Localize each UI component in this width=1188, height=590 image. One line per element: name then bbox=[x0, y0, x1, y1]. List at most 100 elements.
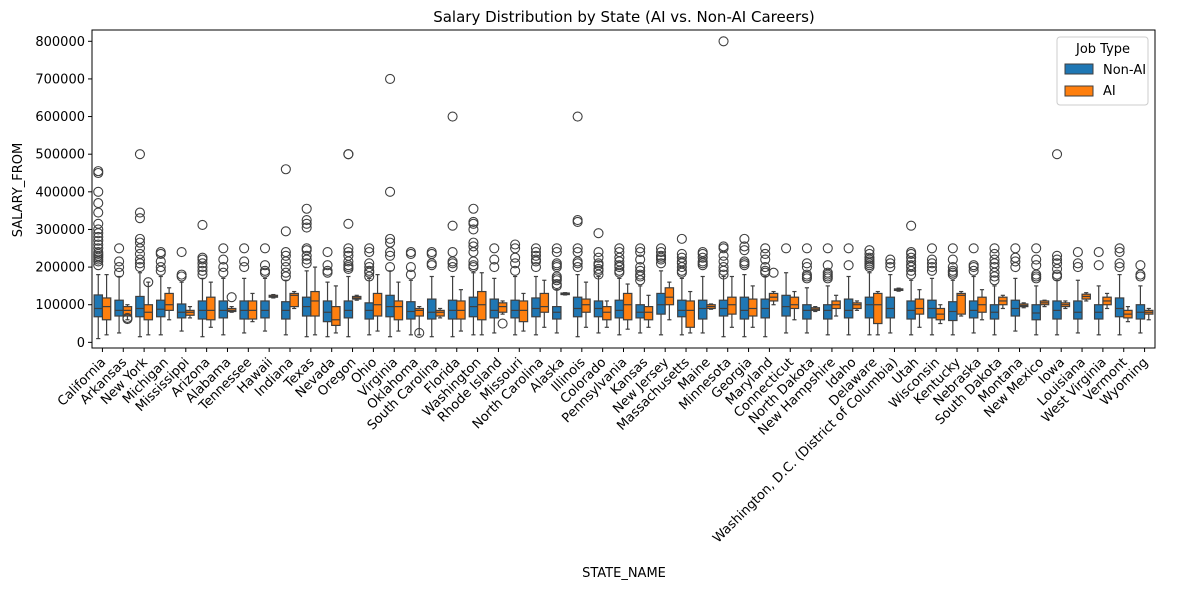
iqr-box bbox=[843, 298, 854, 319]
outlier-point bbox=[635, 262, 646, 273]
outlier-point bbox=[122, 312, 133, 323]
iqr-box bbox=[802, 304, 812, 320]
y-tick-label: 500000 bbox=[35, 148, 85, 163]
outlier-point bbox=[572, 214, 583, 226]
iqr-box bbox=[643, 306, 654, 321]
outlier-point bbox=[739, 241, 750, 252]
box-group bbox=[935, 304, 946, 325]
iqr-box bbox=[885, 296, 896, 319]
iqr-box bbox=[135, 295, 145, 318]
outlier-point bbox=[447, 111, 458, 122]
outlier-point bbox=[822, 260, 833, 271]
iqr-box bbox=[747, 298, 758, 317]
box-group bbox=[468, 203, 479, 336]
iqr-box bbox=[414, 307, 425, 317]
outlier-point bbox=[614, 246, 625, 258]
outlier-point bbox=[1114, 243, 1125, 254]
box-group bbox=[885, 254, 896, 334]
legend-label-ai: AI bbox=[1103, 84, 1116, 99]
iqr-box bbox=[677, 299, 687, 318]
box-group bbox=[351, 294, 362, 301]
outlier-point bbox=[530, 243, 542, 254]
outlier-point bbox=[864, 245, 875, 256]
iqr-box bbox=[664, 287, 675, 306]
box-group bbox=[143, 277, 154, 336]
box-group bbox=[1135, 260, 1146, 334]
outlier-point bbox=[176, 246, 187, 258]
outlier-point bbox=[801, 243, 812, 254]
box-group bbox=[364, 243, 375, 336]
outlier-point bbox=[551, 246, 562, 258]
box-group bbox=[810, 306, 821, 313]
outlier-point bbox=[781, 243, 792, 254]
outlier-point bbox=[385, 73, 396, 84]
outlier-point bbox=[510, 258, 521, 269]
box-group bbox=[873, 290, 883, 336]
outlier-point bbox=[530, 254, 542, 265]
outlier-point bbox=[385, 250, 396, 261]
outlier-point bbox=[447, 220, 458, 231]
outlier-point bbox=[226, 292, 237, 303]
box-group bbox=[310, 266, 320, 336]
iqr-box bbox=[956, 292, 966, 315]
box-group bbox=[247, 292, 258, 323]
iqr-box bbox=[489, 298, 500, 319]
outlier-point bbox=[468, 224, 479, 235]
outlier-point bbox=[593, 228, 604, 239]
box-group bbox=[1114, 243, 1125, 336]
outlier-point bbox=[385, 237, 396, 248]
iqr-box bbox=[206, 296, 216, 321]
outlier-point bbox=[489, 254, 500, 265]
iqr-box bbox=[289, 292, 299, 308]
legend-label-non-ai: Non-AI bbox=[1103, 63, 1146, 78]
outlier-point bbox=[468, 203, 479, 214]
outlier-point bbox=[1051, 254, 1063, 265]
outlier-point bbox=[510, 243, 521, 254]
iqr-box bbox=[697, 299, 708, 320]
outlier-point bbox=[572, 111, 583, 122]
outlier-point bbox=[155, 246, 166, 258]
outlier-point bbox=[301, 258, 312, 269]
outlier-point bbox=[739, 245, 750, 256]
iqr-box bbox=[685, 300, 695, 328]
legend-title: Job Type bbox=[1075, 42, 1130, 57]
box-group bbox=[385, 73, 396, 338]
outlier-point bbox=[343, 149, 354, 160]
outlier-point bbox=[489, 262, 500, 273]
outlier-point bbox=[968, 265, 979, 276]
outlier-point bbox=[343, 218, 354, 229]
iqr-box bbox=[476, 290, 487, 321]
outlier-point bbox=[364, 258, 375, 269]
outlier-point bbox=[426, 246, 437, 258]
outlier-point bbox=[635, 254, 646, 265]
outlier-point bbox=[301, 218, 312, 229]
box-group bbox=[1031, 243, 1042, 336]
outlier-point bbox=[1072, 262, 1083, 273]
box-group bbox=[1143, 307, 1154, 321]
outlier-point bbox=[510, 265, 521, 276]
outlier-point bbox=[676, 248, 687, 259]
outlier-point bbox=[822, 243, 833, 254]
outlier-point bbox=[301, 203, 312, 214]
y-tick-label: 0 bbox=[77, 336, 85, 351]
outlier-point bbox=[593, 252, 604, 263]
outlier-point bbox=[93, 186, 104, 197]
outlier-point bbox=[134, 213, 145, 224]
iqr-box bbox=[1073, 300, 1083, 320]
outlier-point bbox=[906, 260, 917, 271]
box-group bbox=[1060, 300, 1071, 310]
box-group bbox=[643, 294, 654, 328]
outlier-point bbox=[1072, 258, 1083, 269]
outlier-point bbox=[364, 262, 375, 273]
outlier-point bbox=[343, 246, 354, 258]
outlier-point bbox=[718, 262, 729, 273]
outlier-point bbox=[497, 318, 508, 329]
outlier-point bbox=[468, 237, 479, 248]
outlier-point bbox=[551, 278, 562, 290]
outlier-point bbox=[801, 258, 812, 269]
box-group bbox=[226, 292, 237, 313]
box-group bbox=[122, 304, 133, 325]
iqr-box bbox=[447, 299, 458, 320]
outlier-point bbox=[322, 265, 333, 276]
